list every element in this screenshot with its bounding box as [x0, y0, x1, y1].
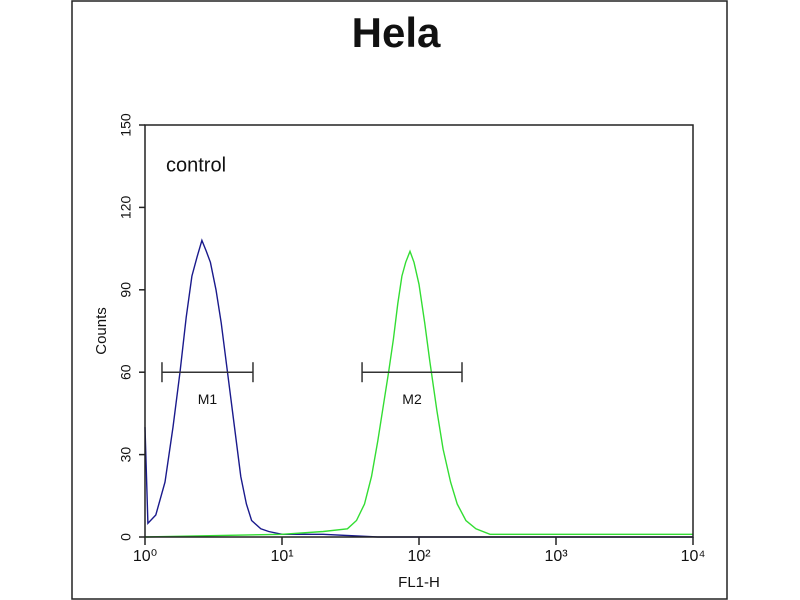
series-line — [144, 249, 693, 538]
x-axis-label: FL1-H — [398, 574, 440, 591]
plot-frame — [144, 124, 694, 538]
y-tick-label: 60 — [118, 364, 134, 380]
x-tick-label: 10⁴ — [681, 548, 706, 565]
y-tick-label: 0 — [118, 533, 134, 541]
y-tick-label: 150 — [118, 113, 134, 137]
x-tick-label: 10² — [407, 548, 431, 565]
series-line — [144, 238, 693, 538]
frame — [71, 0, 728, 600]
annotation: control — [166, 154, 226, 176]
x-tick-label: 10³ — [544, 548, 568, 565]
y-tick-label: 120 — [118, 196, 134, 220]
y-tick-label: 90 — [118, 282, 134, 298]
marker-label: M2 — [402, 391, 422, 407]
y-axis-label: Counts — [93, 307, 110, 355]
x-tick-label: 10⁰ — [133, 548, 157, 565]
marker-label: M1 — [198, 391, 218, 407]
x-tick-label: 10¹ — [270, 548, 293, 565]
y-tick-label: 30 — [118, 447, 134, 463]
chart-title: Hela — [352, 9, 441, 56]
